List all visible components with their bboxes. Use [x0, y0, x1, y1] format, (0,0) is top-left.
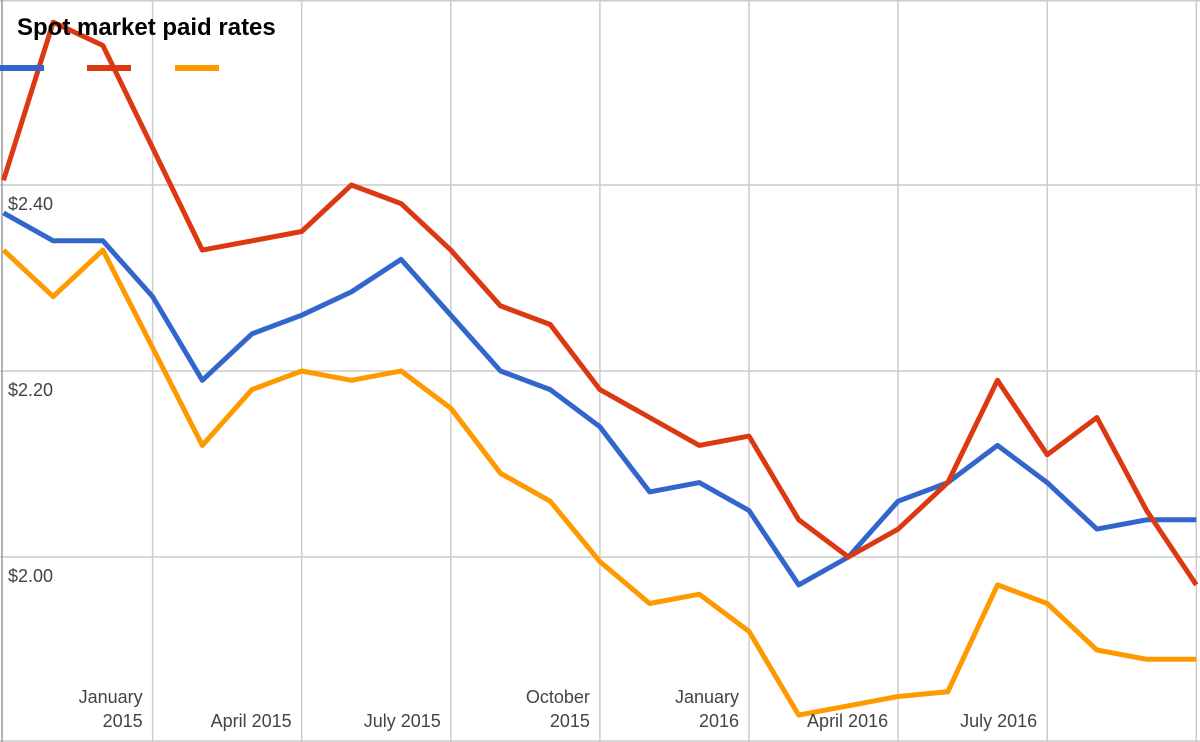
- x-axis-label: January 2015: [78, 687, 143, 731]
- x-axis-label: July 2016: [960, 711, 1038, 731]
- series-lines: [1, 19, 1199, 718]
- series-line-red[interactable]: [1, 19, 1199, 587]
- x-axis-label: January 2016: [674, 687, 739, 731]
- x-axis-label: October 2015: [525, 687, 590, 731]
- x-axis-label: April 2015: [210, 711, 292, 731]
- legend-swatch-orange[interactable]: [175, 65, 219, 71]
- x-axis-label: July 2015: [363, 711, 441, 731]
- y-axis-label: $2.20: [8, 380, 54, 400]
- legend-swatch-red[interactable]: [87, 65, 131, 71]
- chart-title: Spot market paid rates: [17, 14, 276, 41]
- y-axis-label: $2.40: [8, 194, 54, 214]
- series-line-blue[interactable]: [2, 210, 1197, 588]
- legend-swatch-blue[interactable]: [0, 65, 44, 71]
- series-line-orange[interactable]: [1, 247, 1197, 718]
- y-axis-label: $2.00: [8, 566, 54, 586]
- x-axis-label: April 2016: [807, 711, 889, 731]
- legend: [0, 65, 260, 71]
